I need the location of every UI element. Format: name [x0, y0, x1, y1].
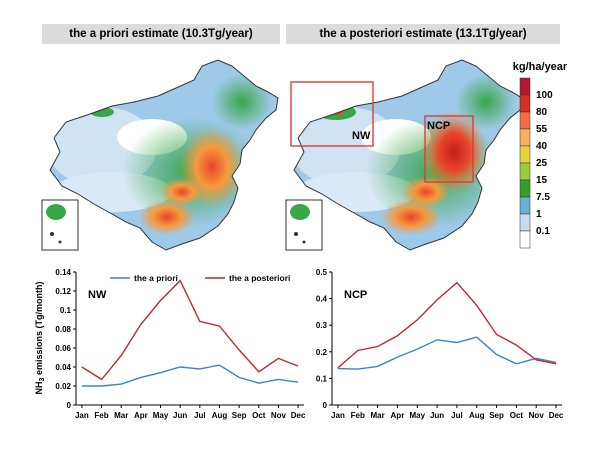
x-tick-label: May: [153, 411, 169, 420]
series-line: [81, 364, 299, 387]
y-tick-label: 0.08: [55, 325, 71, 334]
colorbar-label: 7.5: [536, 192, 550, 203]
colorbar-title: kg/ha/year: [513, 61, 568, 73]
x-tick-label: Oct: [510, 411, 524, 420]
x-tick-label: Apr: [134, 411, 148, 420]
colorbar-label: 1: [536, 209, 542, 220]
series-line: [337, 281, 557, 369]
colorbar-label: 80: [536, 107, 548, 118]
colorbar-swatch: [519, 77, 531, 96]
colorbar-label: 55: [536, 124, 548, 135]
y-tick-label: 0.06: [55, 344, 71, 353]
chart-annotation: NW: [88, 289, 107, 301]
x-tick-label: Jun: [430, 411, 444, 420]
chart-annotation: NCP: [344, 289, 367, 301]
x-tick-label: Jul: [451, 411, 463, 420]
x-tick-label: Jan: [331, 411, 345, 420]
series-line: [81, 279, 299, 381]
header-a-posteriori: the a posteriori estimate (13.1Tg/year): [286, 24, 560, 44]
legend-label: the a priori: [134, 273, 178, 283]
colorbar-swatch: [519, 179, 531, 198]
chart-ncp: 0 0.1 0.2 0.3 0.4 0.5 Jan Feb Mar Apr May Jun Jul Aug…: [316, 268, 564, 420]
nw-region-label: NW: [352, 130, 371, 142]
y-tick-label: 0: [67, 401, 72, 410]
x-tick-label: Dec: [549, 411, 564, 420]
y-tick-label: 0.2: [316, 348, 328, 357]
y-tick-label: 0.4: [316, 295, 328, 304]
colorbar-swatch: [519, 230, 531, 249]
x-tick-label: May: [409, 411, 425, 420]
x-tick-label: Nov: [529, 411, 545, 420]
colorbar-swatch: [519, 111, 531, 130]
x-tick-label: Feb: [351, 411, 365, 420]
y-tick-label: 0.12: [55, 287, 71, 296]
y-tick-label: 0.5: [316, 268, 328, 277]
y-tick-label: 0: [323, 401, 328, 410]
y-tick-label: 0.1: [60, 306, 72, 315]
x-tick-label: Mar: [114, 411, 128, 420]
colorbar-label: 40: [536, 141, 548, 152]
colorbar-swatch: [519, 145, 531, 164]
ncp-region-label: NCP: [427, 120, 450, 132]
x-tick-label: Mar: [370, 411, 384, 420]
colorbar-swatch: [519, 196, 531, 215]
colorbar: 100 80 55 40 25 15 7.5 1 0.1: [519, 77, 553, 249]
x-tick-label: Dec: [291, 411, 306, 420]
x-tick-label: Jul: [194, 411, 206, 420]
colorbar-swatch: [519, 94, 531, 113]
y-tick-label: 0.02: [55, 382, 71, 391]
chart-nw: 0 0.02 0.04 0.06 0.08 0.1 0.12 0.14 Jan Feb Mar Apr…: [55, 268, 306, 420]
colorbar-swatch: [519, 128, 531, 147]
x-tick-label: Apr: [391, 411, 405, 420]
colorbar-swatch: [519, 162, 531, 181]
header-a-priori: the a priori estimate (10.3Tg/year): [42, 24, 280, 44]
series-line: [337, 336, 557, 370]
nw-region-box: [290, 81, 374, 147]
x-tick-label: Sep: [489, 411, 504, 420]
ncp-region-box: [424, 115, 474, 183]
colorbar-label: 100: [536, 90, 553, 101]
y-tick-label: 0.14: [55, 268, 71, 277]
y-tick-label: 0.1: [316, 374, 328, 383]
legend-label: the a posteriori: [229, 273, 290, 283]
x-tick-label: Aug: [469, 411, 485, 420]
colorbar-label: 15: [536, 175, 548, 186]
colorbar-label: 0.1: [536, 226, 550, 237]
y-axis-label: NH3 emissions (Tg/month): [34, 282, 46, 395]
map-a-priori: [41, 59, 279, 251]
x-tick-label: Aug: [212, 411, 228, 420]
x-tick-label: Oct: [252, 411, 266, 420]
colorbar-label: 25: [536, 158, 548, 169]
y-tick-label: 0.3: [316, 321, 328, 330]
x-tick-label: Nov: [271, 411, 287, 420]
x-tick-label: Sep: [232, 411, 247, 420]
y-tick-label: 0.04: [55, 363, 71, 372]
x-tick-label: Feb: [94, 411, 108, 420]
x-tick-label: Jun: [173, 411, 187, 420]
colorbar-swatch: [519, 213, 531, 232]
x-tick-label: Jan: [75, 411, 89, 420]
